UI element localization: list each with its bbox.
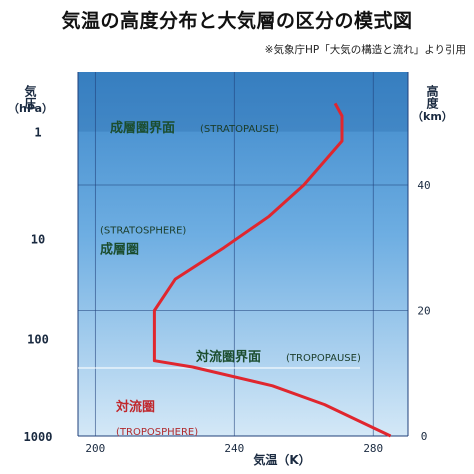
stratopause-band — [78, 72, 408, 132]
x-tick-label: 200 — [85, 442, 105, 455]
y-left-ticks: 1 10 100 1000 — [24, 126, 53, 444]
y-left-axis-unit: （hPa） — [8, 102, 53, 115]
y-left-tick-label: 1000 — [24, 430, 53, 444]
y-right-tick-label: 40 — [417, 179, 430, 192]
y-right-axis-unit: （km） — [412, 110, 453, 123]
layer-english: (STRATOSPHERE) — [100, 226, 186, 237]
source-note: ※気象庁HP「大気の構造と流れ」より引用 — [264, 44, 466, 56]
x-axis-label: 気温（K） — [253, 452, 310, 467]
x-tick-label: 280 — [363, 442, 383, 455]
layer-english: (TROPOSPHERE) — [116, 427, 198, 438]
y-left-axis-label: 気圧 — [23, 84, 37, 110]
chart-title: 気温の高度分布と大気層の区分の模式図 — [61, 10, 413, 32]
temperature-line — [152, 102, 392, 438]
layer-english: (TROPOPAUSE) — [286, 353, 361, 364]
layer-english: (STRATOPAUSE) — [200, 124, 279, 135]
y-left-tick-label: 1 — [34, 126, 41, 140]
x-tick-label: 240 — [224, 442, 244, 455]
y-right-tick-label: 20 — [417, 304, 430, 317]
tropopause-line — [78, 366, 360, 369]
y-right-axis-label: 高度 — [425, 84, 439, 110]
layer-name: 成層圏 — [100, 242, 139, 258]
plot-background — [78, 72, 408, 436]
layer-name: 対流圏界面 — [195, 349, 261, 365]
y-left-tick-label: 10 — [31, 232, 45, 246]
y-right-ticks: 0 20 40 — [417, 179, 430, 443]
y-left-tick-label: 100 — [27, 333, 49, 347]
y-right-tick-label: 0 — [421, 430, 428, 443]
layer-labels: 成層圏界面 (STRATOPAUSE) 成層圏 (STRATOSPHERE) 対流圏界面… — [78, 120, 361, 438]
x-ticks: 200 240 280 — [85, 442, 383, 455]
layer-name: 成層圏界面 — [110, 120, 175, 136]
layer-name: 対流圏 — [115, 399, 155, 415]
